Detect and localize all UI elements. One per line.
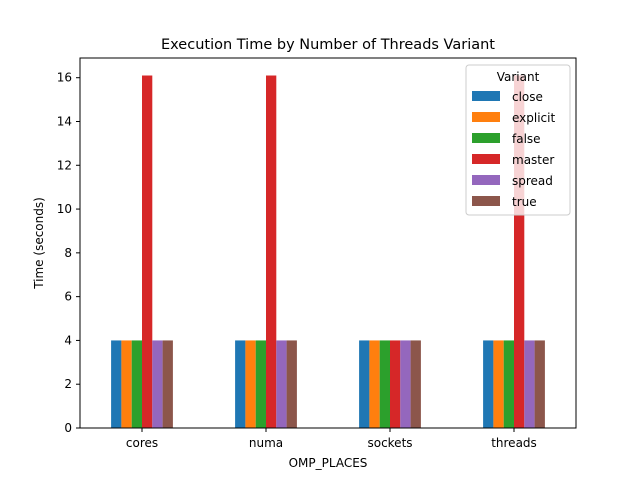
bar-false-sockets — [379, 340, 390, 428]
bars-group — [111, 75, 545, 428]
legend: Variant close explicit false master spread tru… — [465, 64, 571, 216]
bar-false-numa — [255, 340, 266, 428]
bar-master-sockets — [390, 340, 401, 428]
legend-label-false: false — [512, 132, 541, 146]
y-tick-label: 4 — [64, 333, 72, 347]
bar-spread-sockets — [400, 340, 411, 428]
x-axis: cores numa sockets threads — [126, 428, 537, 450]
legend-swatch-false — [472, 133, 500, 143]
legend-label-spread: spread — [512, 174, 553, 188]
y-tick-label: 14 — [57, 114, 72, 128]
y-tick-label: 10 — [57, 202, 72, 216]
legend-swatch-explicit — [472, 112, 500, 122]
bar-explicit-threads — [493, 340, 504, 428]
bar-explicit-cores — [121, 340, 132, 428]
plot-frame — [79, 57, 577, 429]
bar-close-numa — [235, 340, 246, 428]
bar-explicit-sockets — [369, 340, 380, 428]
legend-swatch-spread — [472, 175, 500, 185]
legend-label-close: close — [512, 90, 543, 104]
legend-label-master: master — [512, 153, 554, 167]
y-tick-label: 12 — [57, 158, 72, 172]
y-tick-label: 2 — [64, 377, 72, 391]
chart-title: Execution Time by Number of Threads Vari… — [161, 37, 495, 53]
y-tick-label: 0 — [64, 421, 72, 435]
bar-close-threads — [483, 340, 494, 428]
x-tick-label-threads: threads — [491, 436, 537, 450]
x-axis-label: OMP_PLACES — [289, 456, 368, 470]
bar-true-threads — [534, 340, 545, 428]
x-tick-label-numa: numa — [249, 436, 283, 450]
bar-master-cores — [142, 75, 153, 428]
x-tick-label-sockets: sockets — [367, 436, 412, 450]
y-axis: 0 2 4 6 8 10 12 14 16 — [57, 71, 80, 435]
bar-false-threads — [503, 340, 514, 428]
bar-true-cores — [162, 340, 173, 428]
bar-master-threads — [514, 75, 525, 428]
legend-swatch-master — [472, 154, 500, 164]
bar-close-sockets — [359, 340, 370, 428]
y-axis-label: Time (seconds) — [32, 197, 46, 290]
legend-label-explicit: explicit — [512, 111, 555, 125]
bar-spread-threads — [524, 340, 535, 428]
bar-master-numa — [266, 75, 277, 428]
bar-spread-numa — [276, 340, 287, 428]
legend-swatch-true — [472, 196, 500, 206]
bar-false-cores — [131, 340, 142, 428]
legend-label-true: true — [512, 195, 537, 209]
legend-swatch-close — [472, 91, 500, 101]
x-tick-label-cores: cores — [126, 436, 158, 450]
y-tick-label: 8 — [64, 246, 72, 260]
y-tick-label: 6 — [64, 290, 72, 304]
bar-explicit-numa — [245, 340, 256, 428]
y-tick-label: 16 — [57, 71, 72, 85]
bar-true-numa — [286, 340, 297, 428]
legend-title: Variant — [497, 70, 540, 84]
bar-spread-cores — [152, 340, 163, 428]
bar-close-cores — [111, 340, 122, 428]
bar-true-sockets — [410, 340, 421, 428]
